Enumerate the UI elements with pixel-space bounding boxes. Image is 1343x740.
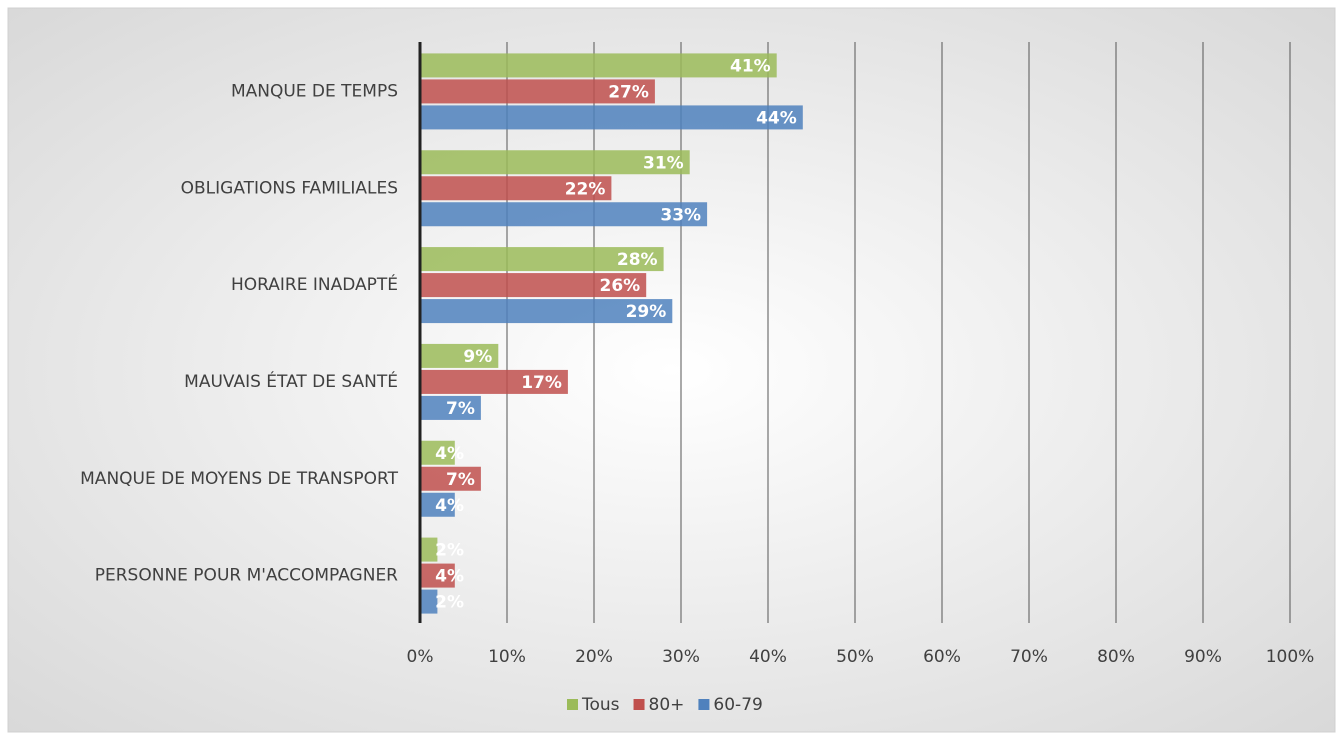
bar [420, 79, 655, 104]
x-tick-label: 10% [488, 647, 526, 667]
value-label: 9% [463, 347, 492, 367]
x-tick-label: 40% [749, 647, 787, 667]
value-label: 26% [599, 276, 640, 296]
bar [420, 537, 438, 562]
x-tick-label: 70% [1010, 647, 1048, 667]
x-tick-label: 100% [1266, 647, 1315, 667]
category-label: MAUVAIS ÉTAT DE SANTÉ [184, 370, 398, 392]
value-label: 22% [565, 179, 606, 199]
bar [420, 105, 803, 130]
value-label: 17% [521, 373, 562, 393]
bar [420, 273, 647, 298]
category-label: MANQUE DE MOYENS DE TRANSPORT [80, 469, 398, 489]
bar [420, 247, 664, 272]
legend-swatch [567, 699, 578, 710]
x-tick-label: 60% [923, 647, 961, 667]
x-tick-label: 50% [836, 647, 874, 667]
x-tick-label: 30% [662, 647, 700, 667]
value-label: 2% [435, 541, 464, 561]
category-label: OBLIGATIONS FAMILIALES [181, 178, 398, 198]
legend-swatch [698, 699, 710, 710]
bar [420, 176, 612, 201]
value-label: 7% [446, 399, 475, 419]
category-label: HORAIRE INADAPTÉ [231, 273, 398, 295]
bar [420, 299, 673, 324]
bar [420, 563, 455, 588]
bar [420, 440, 455, 465]
legend-label: 60-79 [713, 695, 762, 715]
bar [420, 53, 777, 78]
bar [420, 369, 568, 394]
value-label: 7% [446, 470, 475, 490]
value-label: 4% [435, 444, 464, 464]
value-label: 41% [730, 56, 771, 76]
value-label: 44% [756, 108, 797, 128]
bar [420, 395, 481, 420]
bar [420, 202, 708, 227]
value-label: 4% [435, 567, 464, 587]
value-label: 33% [660, 205, 701, 225]
value-label: 29% [626, 302, 667, 322]
value-label: 27% [608, 82, 649, 102]
bar [420, 343, 499, 368]
x-tick-label: 90% [1184, 647, 1222, 667]
x-tick-label: 20% [575, 647, 613, 667]
legend-swatch [633, 699, 645, 710]
legend-label: 80+ [649, 695, 685, 715]
bar [420, 150, 690, 175]
value-label: 31% [643, 153, 684, 173]
category-label: PERSONNE POUR M'ACCOMPAGNER [95, 566, 398, 586]
bar [420, 466, 481, 491]
value-label: 4% [435, 496, 464, 516]
x-tick-label: 80% [1097, 647, 1135, 667]
legend-label: Tous [581, 695, 620, 715]
category-label: MANQUE DE TEMPS [231, 81, 398, 101]
x-tick-label: 0% [407, 647, 434, 667]
value-label: 28% [617, 250, 658, 270]
bar [420, 492, 455, 517]
bar [420, 589, 438, 614]
value-label: 2% [435, 593, 464, 613]
